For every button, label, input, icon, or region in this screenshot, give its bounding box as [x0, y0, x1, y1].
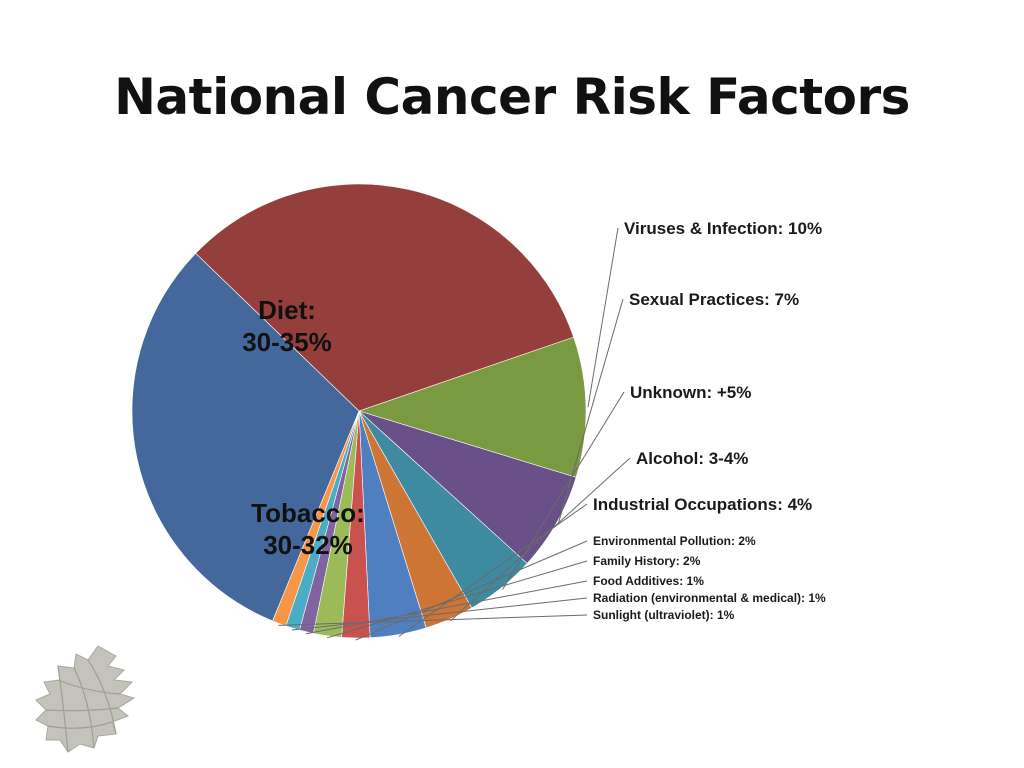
slice-label-food-additives-1: Food Additives: 1%: [593, 574, 704, 588]
slice-label-environmental-pollution-2: Environmental Pollution: 2%: [593, 534, 756, 548]
pie-slice-diet-30-35: [195, 183, 575, 412]
slice-label-viruses-infection-10: Viruses & Infection: 10%: [624, 219, 822, 238]
page-title: National Cancer Risk Factors: [114, 68, 910, 126]
slice-labels: Viruses & Infection: 10% Sexual Practices…: [242, 219, 826, 622]
pie-slice-viruses-infection-10: [358, 336, 587, 478]
pie-slice-tobacco-30-32: [131, 252, 360, 622]
slice-label-sunlight-ultraviolet-1: Sunlight (ultraviolet): 1%: [593, 608, 735, 622]
slice-label-sexual-practices-7: Sexual Practices: 7%: [629, 290, 799, 309]
slice-label-diet-30-35: Diet: 30-35%: [242, 295, 332, 357]
slice-label-unknown-5: Unknown: +5%: [630, 383, 751, 402]
leader-line-family-history-2: [326, 560, 588, 639]
leader-line-unknown-5: [502, 391, 625, 590]
slice-label-industrial-occupations-4: Industrial Occupations: 4%: [593, 495, 812, 514]
slice-label-family-history-2: Family History: 2%: [593, 554, 701, 568]
leader-line-environmental-pollution-2: [355, 540, 588, 641]
slice-label-radiation-environmental-medical-1: Radiation (environmental & medical): 1%: [593, 591, 826, 605]
leader-line-viruses-infection-10: [587, 227, 619, 408]
leader-line-food-additives-1: [305, 580, 588, 635]
leader-line-radiation-environmental-medical-1: [291, 597, 588, 631]
slice-label-alcohol-3-4: Alcohol: 3-4%: [636, 449, 748, 468]
leader-line-sexual-practices-7: [557, 298, 624, 525]
slice-label-tobacco-30-32: Tobacco: 30-32%: [251, 498, 365, 560]
leader-line-industrial-occupations-4: [398, 503, 588, 637]
leader-line-alcohol-3-4: [449, 457, 631, 622]
pinecone-icon: [35, 645, 136, 753]
pie-slices: [131, 183, 587, 639]
leader-line-sunlight-ultraviolet-1: [278, 614, 588, 626]
leader-lines: [278, 227, 631, 641]
